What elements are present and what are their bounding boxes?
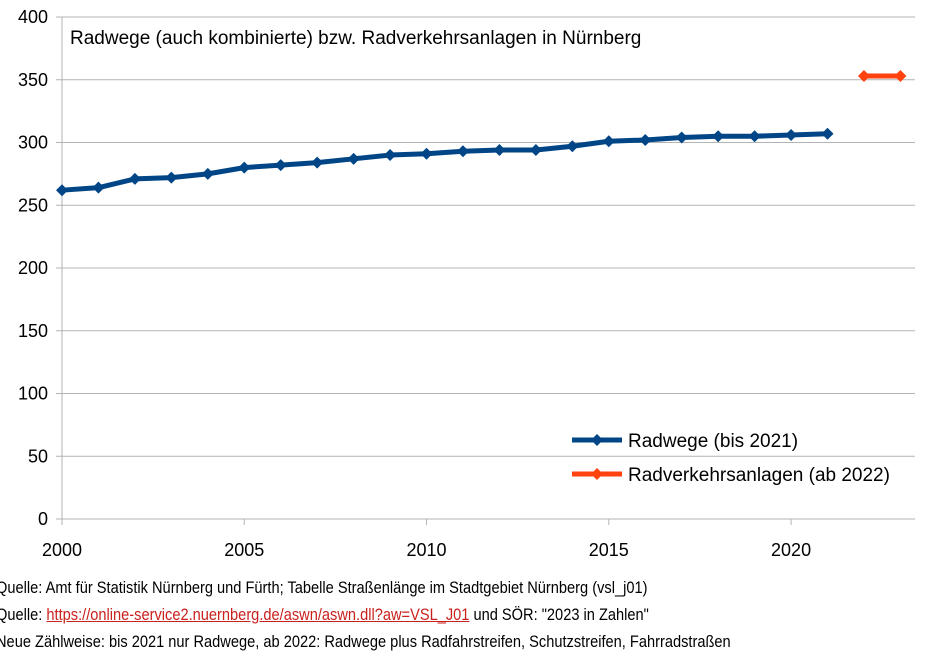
data-point: [384, 149, 397, 162]
legend-label: Radwege (bis 2021): [628, 431, 798, 452]
data-point: [238, 161, 251, 174]
legend-label: Radverkehrsanlagen (ab 2022): [628, 465, 890, 486]
y-tick-label: 150: [18, 321, 48, 341]
tick-labels: 0 50 100 150 200 250 300 350 400 2000 2005 2010 2015…: [18, 7, 811, 560]
x-tick-label: 2020: [771, 540, 811, 560]
line-chart: 0 50 100 150 200 250 300 350 400 2000 2005 2010 2015…: [18, 7, 915, 560]
data-point: [748, 130, 761, 143]
data-point: [821, 127, 834, 140]
data-point: [347, 152, 360, 165]
x-tick-label: 2005: [224, 540, 264, 560]
y-tick-label: 0: [38, 509, 48, 529]
data-point: [92, 181, 105, 194]
chart-title: Radwege (auch kombinierte) bzw. Radverke…: [70, 28, 641, 49]
data-point: [456, 145, 469, 158]
x-tick-label: 2000: [42, 540, 82, 560]
series-1: [56, 127, 834, 197]
data-point: [493, 144, 506, 157]
data-point: [857, 69, 870, 82]
data-point: [675, 131, 688, 144]
series-line: [61, 131, 828, 193]
source-prefix: Quelle:: [0, 605, 47, 624]
data-point: [566, 140, 579, 153]
x-tick-label: 2015: [589, 540, 629, 560]
y-tick-label: 350: [18, 70, 48, 90]
legend-marker: [591, 468, 603, 480]
data-point: [165, 171, 178, 184]
data-point: [785, 128, 798, 141]
data-point: [274, 159, 287, 172]
data-point: [529, 144, 542, 157]
series-2: [857, 69, 907, 82]
source-link[interactable]: https://online-service2.nuernberg.de/asw…: [46, 605, 470, 624]
y-tick-label: 200: [18, 258, 48, 278]
data-point: [201, 167, 214, 180]
gridlines: [56, 16, 915, 520]
data-point: [311, 156, 324, 169]
data-point: [894, 69, 907, 82]
x-tick-label: 2010: [407, 540, 447, 560]
source-line-2: Quelle: https://online-service2.nuernber…: [0, 605, 649, 625]
y-tick-label: 250: [18, 195, 48, 215]
source-line-1: Quelle: Amt für Statistik Nürnberg und F…: [0, 578, 648, 597]
data-point: [128, 172, 141, 185]
y-tick-label: 400: [18, 7, 48, 27]
data-point: [712, 130, 725, 143]
data-point: [602, 135, 615, 148]
counting-note: Neue Zählweise: bis 2021 nur Radwege, ab…: [0, 632, 731, 651]
axes: [61, 17, 915, 525]
data-point: [56, 184, 68, 197]
source-suffix: und SÖR: "2023 in Zahlen": [469, 605, 649, 624]
data-point: [420, 147, 433, 160]
series-group: [56, 69, 907, 197]
legend: Radwege (bis 2021) Radverkehrsanlagen (ab…: [572, 431, 890, 486]
y-tick-label: 300: [18, 133, 48, 153]
y-tick-label: 100: [18, 384, 48, 404]
legend-marker: [591, 434, 603, 446]
y-tick-label: 50: [28, 446, 48, 466]
data-point: [639, 133, 652, 146]
